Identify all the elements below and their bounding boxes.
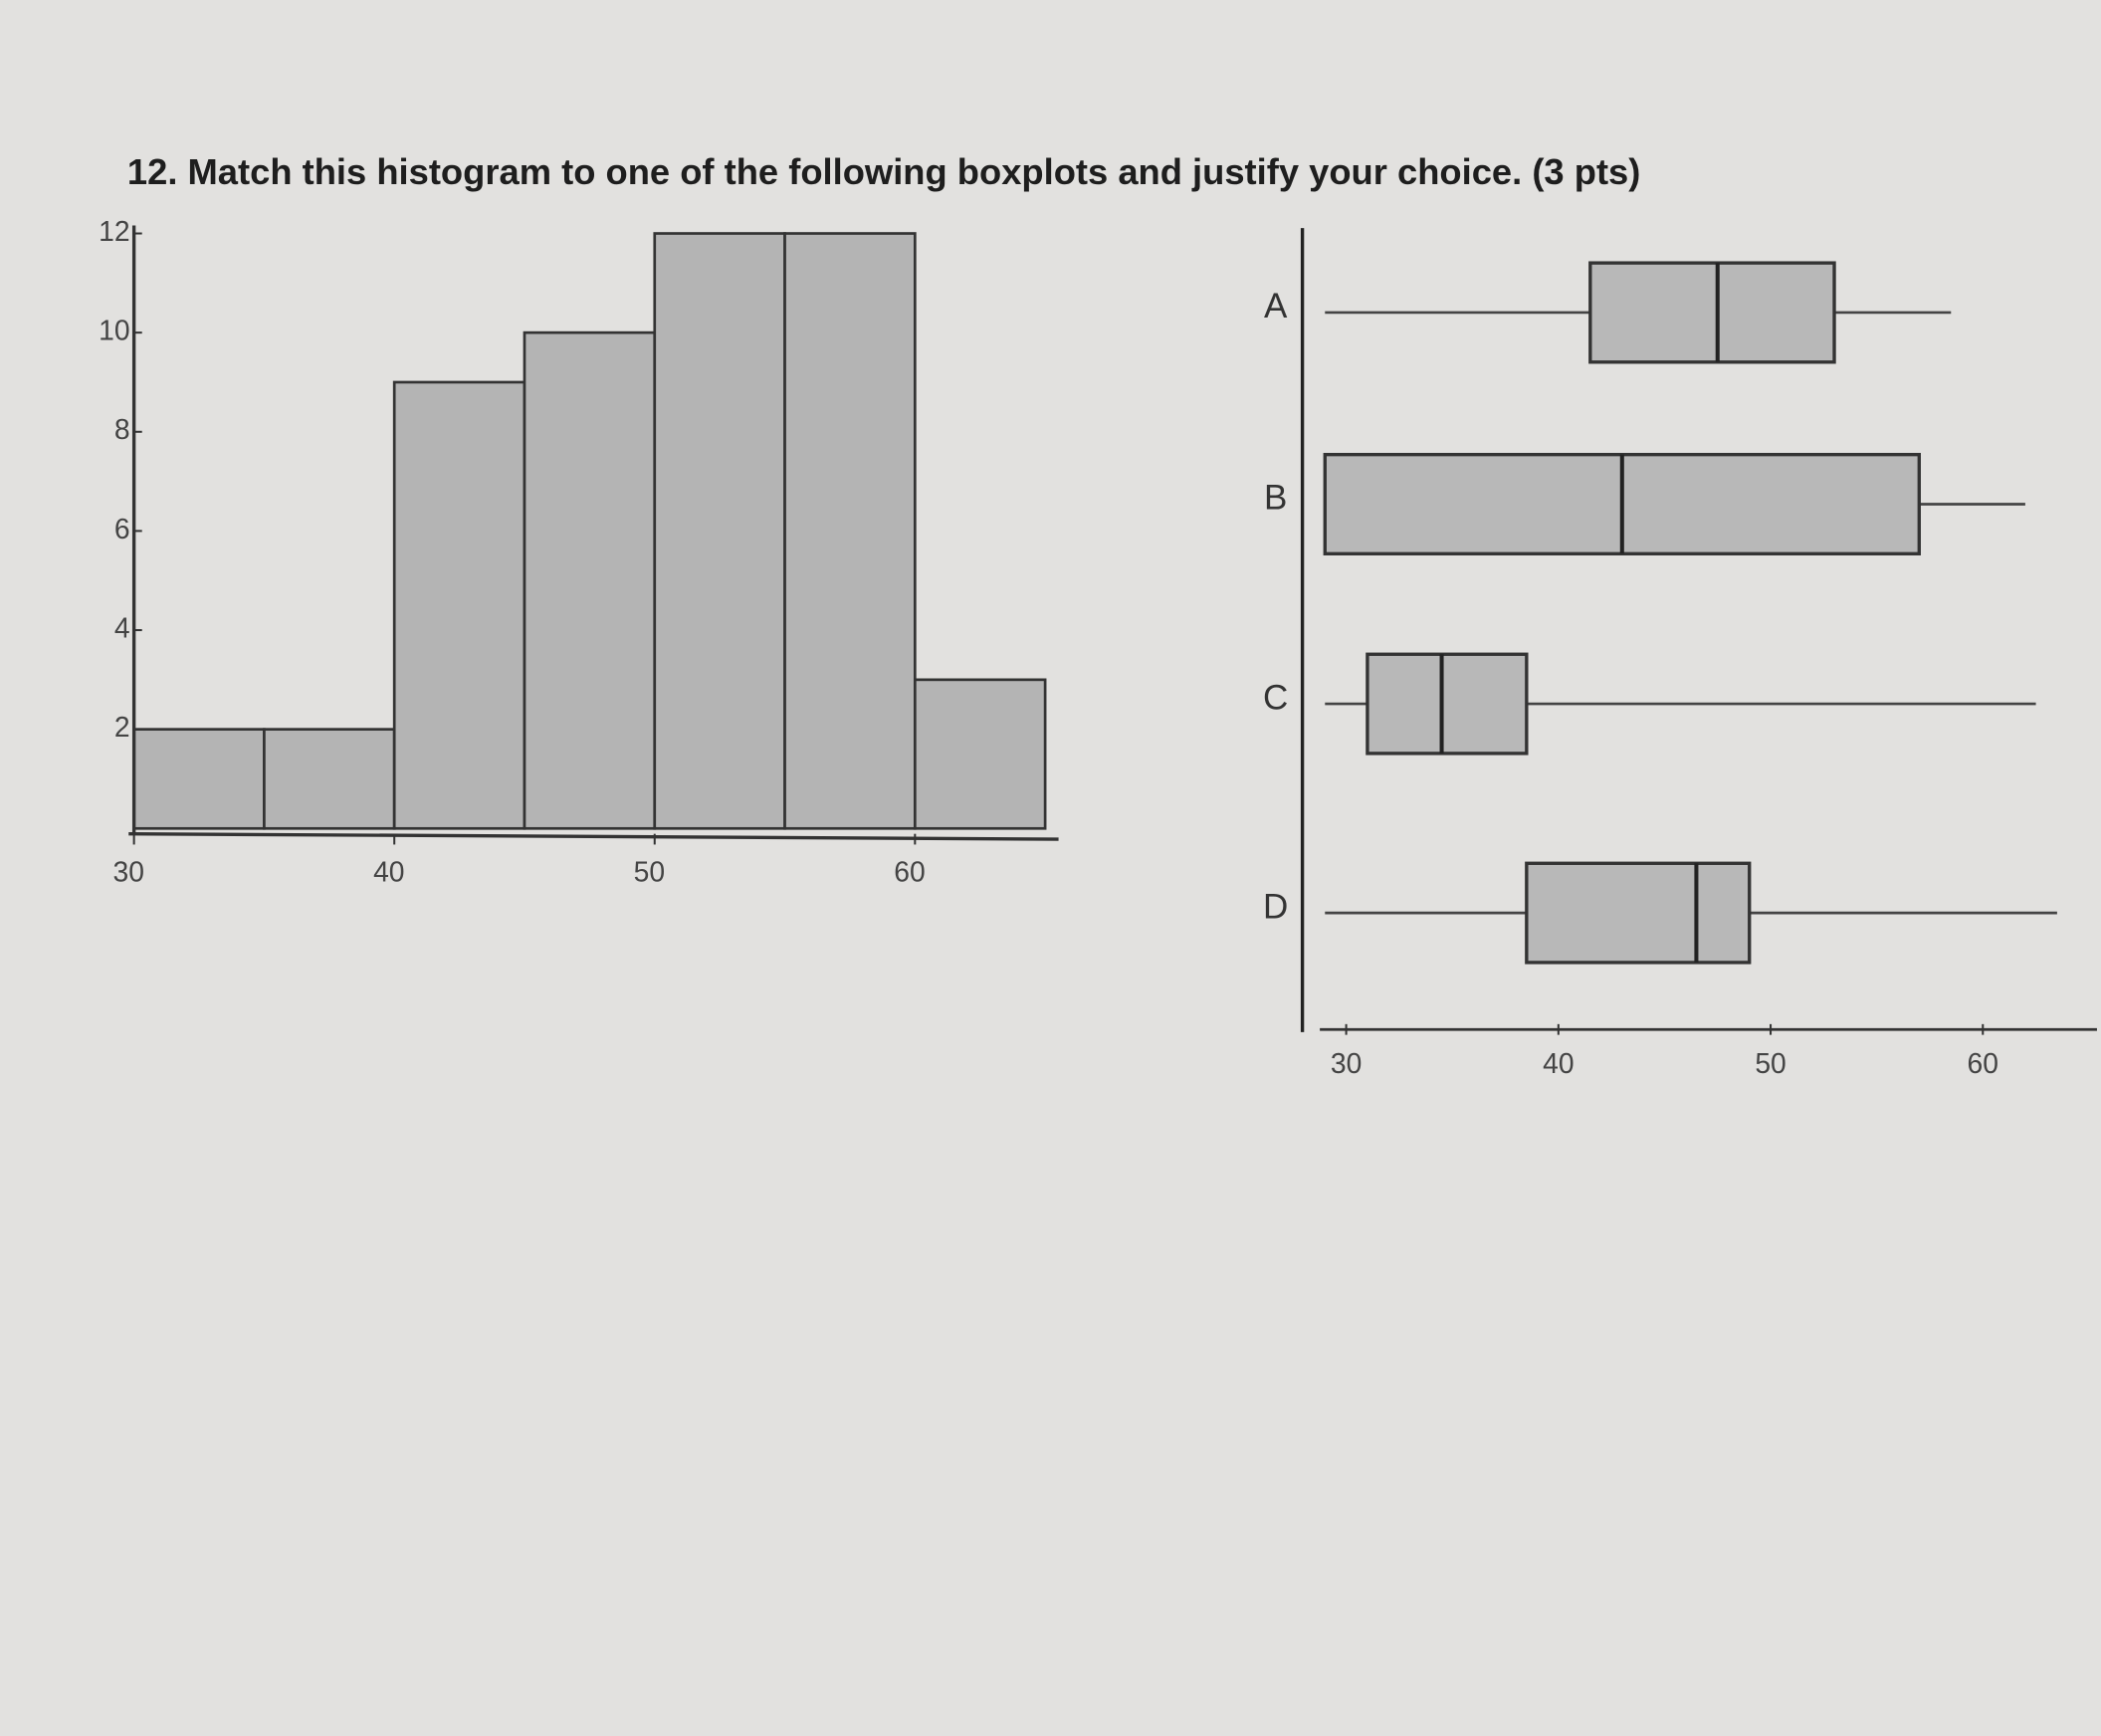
y-tick-label: 4 [114, 612, 130, 644]
x-tick-label: 60 [1968, 1047, 1998, 1079]
box [1366, 652, 1529, 756]
x-tick-label: 60 [894, 856, 925, 888]
box-label: B [1264, 479, 1287, 518]
box [1588, 261, 1836, 364]
y-tick-label: 12 [99, 215, 129, 247]
x-tick-label: 40 [1543, 1047, 1574, 1079]
y-tick-label: 8 [114, 413, 130, 445]
bar [263, 728, 396, 830]
x-tick-label: 30 [1331, 1047, 1362, 1079]
x-tick-label: 30 [113, 856, 144, 888]
bar [132, 728, 266, 830]
bar [653, 232, 786, 830]
question: 12. Match this histogram to one of the f… [127, 151, 1640, 192]
x-tick-label: 50 [634, 856, 665, 888]
box-label: A [1264, 287, 1288, 326]
box [1525, 861, 1752, 965]
x-tick-label: 40 [373, 856, 404, 888]
bar [913, 678, 1047, 830]
x-axis [128, 831, 1059, 841]
bar [523, 330, 657, 830]
y-tick-label: 2 [114, 711, 130, 743]
bar [392, 380, 526, 830]
box-label: D [1263, 887, 1288, 926]
box-label: C [1263, 678, 1288, 717]
y-tick-label: 6 [114, 513, 130, 544]
y-tick-label: 10 [99, 315, 129, 346]
bar [783, 232, 917, 830]
x-tick-label: 50 [1755, 1047, 1786, 1079]
